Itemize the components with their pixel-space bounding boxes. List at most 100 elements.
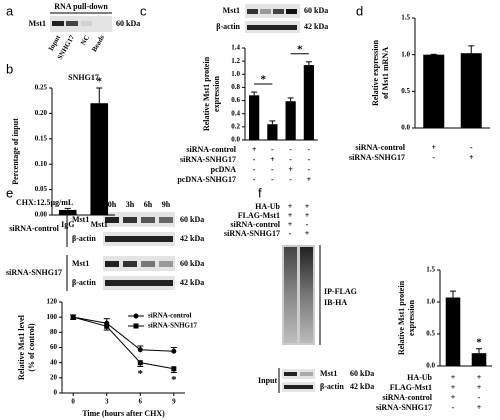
blot-band [52, 21, 64, 26]
treatment-mark: + [305, 202, 310, 211]
x-tick-label: Mst1 [91, 220, 108, 229]
group-label: siRNA-SNHG17 [6, 268, 62, 277]
y-tick-label: 0.0 [401, 124, 410, 132]
treatment-mark: - [271, 175, 274, 184]
blot-c: Mst1 60 kDa β-actin 42 kDa [216, 4, 328, 33]
blot-band [260, 9, 271, 14]
blot-band [123, 217, 137, 223]
treatment-mark: - [289, 145, 292, 154]
panel-label: a [6, 3, 14, 18]
annotation: * [138, 368, 144, 380]
y-tick-label: 0.5 [401, 87, 410, 95]
annotation: * [476, 336, 482, 348]
lane-label: NC [79, 34, 91, 47]
series-line [73, 316, 174, 352]
blot-bg [103, 256, 175, 271]
y-axis-label: Relative Mst1 protein [202, 56, 211, 131]
bracket-label: * [261, 74, 267, 86]
panel-label: c [140, 3, 147, 18]
treatment-name: siRNA-control [355, 143, 405, 152]
treatment-mark: + [288, 211, 293, 220]
treatment-mark: - [308, 145, 311, 154]
y-tick-label: 1.5 [401, 14, 410, 22]
protein-label: β-actin [216, 22, 240, 31]
blot-band [159, 261, 173, 267]
marker [137, 360, 143, 366]
blot-band [105, 280, 173, 286]
treatment-mark: + [469, 153, 474, 162]
y-axis-label: Percentage of input [11, 118, 20, 185]
series-line [73, 316, 174, 370]
treatment-mark: + [307, 175, 312, 184]
blot-band [286, 9, 297, 14]
blot-bg [103, 212, 175, 227]
protein-label: Mst1 [72, 259, 89, 268]
blot-a: RNA pull-down Mst1 60 kDa Input SNHG17 N… [29, 2, 141, 61]
treatment-mark: + [270, 155, 275, 164]
blot-band [141, 261, 155, 267]
blot-band [284, 385, 313, 389]
y-tick-label: 1.4 [231, 44, 240, 52]
y-tick-label: 0.0 [426, 362, 435, 370]
marker [171, 366, 177, 372]
bar [267, 124, 278, 140]
size-label: 60 kDa [116, 19, 140, 28]
lane-label: 6h [144, 200, 153, 209]
size-label: 60 kDa [304, 6, 328, 15]
y-tick-label: 0.0 [231, 136, 240, 144]
size-label: 42 kDa [180, 278, 204, 287]
bar [285, 101, 296, 140]
treatment-name: siRNA-control [382, 393, 432, 402]
treatment-mark: + [431, 143, 436, 152]
protein-label: β-actin [72, 278, 96, 287]
y-tick-label: 0.5 [426, 330, 435, 338]
blot-title: RNA pull-down [54, 2, 108, 11]
treatment-name: FLAG-Mst1 [238, 211, 280, 220]
treatment-mark: + [288, 202, 293, 211]
size-label: 60 kDa [350, 369, 374, 378]
protein-label: Mst1 [223, 6, 240, 15]
ip-label: IP-FLAG [324, 287, 357, 296]
lane-label: 0h [108, 200, 117, 209]
treatment-mark: - [452, 403, 455, 412]
treatment-mark: - [308, 155, 311, 164]
panel-label: b [6, 61, 13, 76]
blot-band [105, 217, 119, 223]
y-tick-label: 1.0 [231, 70, 240, 78]
treatment-name: HA-Ub [255, 202, 280, 211]
blot-band [273, 9, 284, 14]
marker [137, 347, 143, 353]
treatment-mark: - [289, 175, 292, 184]
treatment-mark: + [305, 211, 310, 220]
treatment-mark: - [478, 393, 481, 402]
treatment-mark: - [306, 220, 309, 229]
y-tick-label: 0.10 [35, 160, 48, 168]
treatment-mark: - [271, 165, 274, 174]
size-label: 42 kDa [350, 382, 374, 391]
bar [58, 209, 77, 215]
y-tick-label: 1.0 [401, 50, 410, 58]
treatment-name: siRNA-SNHG17 [349, 153, 405, 162]
treatment-mark: + [477, 383, 482, 392]
blot-f: HA-Ub FLAG-Mst1 siRNA-control siRNA-SNHG… [224, 202, 374, 393]
y-tick-label: 0 [54, 389, 58, 397]
treatment-mark: - [432, 153, 435, 162]
annotation: * [97, 76, 103, 88]
y-tick-label: 0.2 [231, 122, 240, 130]
protein-label: Mst1 [320, 369, 337, 378]
size-label: 42 kDa [180, 234, 204, 243]
legend-label: siRNA-control [148, 312, 191, 320]
blot-bg [282, 369, 315, 379]
y-tick-label: 0.15 [35, 134, 48, 142]
size-label: 42 kDa [304, 22, 328, 31]
bar [460, 53, 482, 129]
treatment-name: siRNA-control [186, 145, 236, 154]
y-axis-label: Relative Mst1 level [17, 314, 26, 380]
input-label: Input [258, 376, 277, 385]
bracket-label: * [297, 43, 303, 55]
size-label: 60 kDa [180, 215, 204, 224]
y-axis-label: of Mst1 mRNA [381, 47, 390, 99]
treatment-mark: + [288, 220, 293, 229]
x-tick-label: IgG [61, 220, 74, 229]
